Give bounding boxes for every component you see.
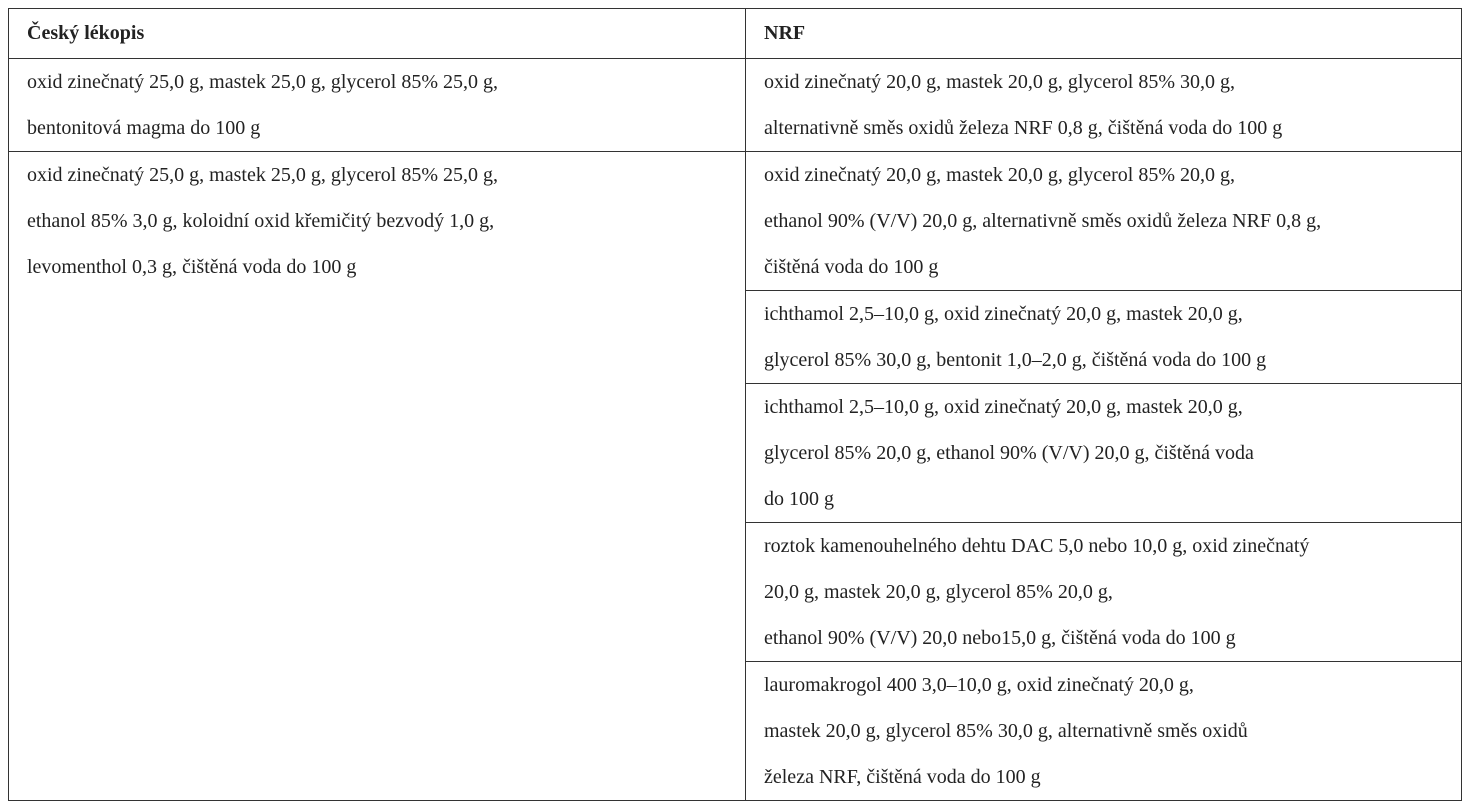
text-line: ethanol 85% 3,0 g, koloidní oxid křemiči… xyxy=(27,210,495,232)
cell: oxid zinečnatý 25,0 g, mastek 25,0 g, gl… xyxy=(8,58,746,152)
text-line: glycerol 85% 20,0 g, ethanol 90% (V/V) 2… xyxy=(764,442,1254,464)
row: ichthamol 2,5–10,0 g, oxid zinečnatý 20,… xyxy=(9,290,1462,384)
text-line: mastek 20,0 g, glycerol 85% 30,0 g, alte… xyxy=(764,720,1248,742)
text-line: levomenthol 0,3 g, čištěná voda do 100 g xyxy=(27,256,357,278)
text-line: čištěná voda do 100 g xyxy=(764,256,939,278)
row: roztok kamenouhelného dehtu DAC 5,0 nebo… xyxy=(9,522,1462,662)
text-line: glycerol 85% 30,0 g, bentonit 1,0–2,0 g,… xyxy=(764,349,1267,371)
text-line: oxid zinečnatý 20,0 g, mastek 20,0 g, gl… xyxy=(764,164,1236,186)
cell: ichthamol 2,5–10,0 g, oxid zinečnatý 20,… xyxy=(745,383,1462,523)
header-cell: NRF xyxy=(745,8,1462,59)
text-line: oxid zinečnatý 25,0 g, mastek 25,0 g, gl… xyxy=(27,71,499,93)
text-line: alternativně směs oxidů železa NRF 0,8 g… xyxy=(764,117,1283,139)
text-line: ethanol 90% (V/V) 20,0 g, alternativně s… xyxy=(764,210,1322,232)
cell: ichthamol 2,5–10,0 g, oxid zinečnatý 20,… xyxy=(745,290,1462,384)
cell: roztok kamenouhelného dehtu DAC 5,0 nebo… xyxy=(745,522,1462,662)
text-line: železa NRF, čištěná voda do 100 g xyxy=(764,766,1041,788)
text-line: ichthamol 2,5–10,0 g, oxid zinečnatý 20,… xyxy=(764,303,1243,325)
formulation-table: Český lékopis NRF oxid zinečnatý 25,0 g,… xyxy=(8,8,1462,801)
row: oxid zinečnatý 25,0 g, mastek 25,0 g, gl… xyxy=(8,151,1462,801)
header-cell: Český lékopis xyxy=(8,8,746,59)
text-line: lauromakrogol 400 3,0–10,0 g, oxid zineč… xyxy=(764,674,1194,696)
text-line: 20,0 g, mastek 20,0 g, glycerol 85% 20,0… xyxy=(764,581,1113,603)
cell: oxid zinečnatý 25,0 g, mastek 25,0 g, gl… xyxy=(8,151,746,801)
row: ichthamol 2,5–10,0 g, oxid zinečnatý 20,… xyxy=(9,383,1462,523)
text-line: roztok kamenouhelného dehtu DAC 5,0 nebo… xyxy=(764,535,1310,557)
text-line: oxid zinečnatý 20,0 g, mastek 20,0 g, gl… xyxy=(764,71,1236,93)
text-line: ethanol 90% (V/V) 20,0 nebo15,0 g, čiště… xyxy=(764,627,1236,649)
row: oxid zinečnatý 25,0 g, mastek 25,0 g, gl… xyxy=(8,58,1462,152)
cell: oxid zinečnatý 20,0 g, mastek 20,0 g, gl… xyxy=(745,58,1462,152)
text-line: ichthamol 2,5–10,0 g, oxid zinečnatý 20,… xyxy=(764,396,1243,418)
text-line: do 100 g xyxy=(764,488,834,510)
text-line: oxid zinečnatý 25,0 g, mastek 25,0 g, gl… xyxy=(27,164,499,186)
cell: lauromakrogol 400 3,0–10,0 g, oxid zineč… xyxy=(745,661,1462,801)
cell: oxid zinečnatý 20,0 g, mastek 20,0 g, gl… xyxy=(745,151,1462,291)
header-row: Český lékopis NRF xyxy=(8,8,1462,59)
text-line: bentonitová magma do 100 g xyxy=(27,117,261,139)
row: lauromakrogol 400 3,0–10,0 g, oxid zineč… xyxy=(9,661,1462,801)
